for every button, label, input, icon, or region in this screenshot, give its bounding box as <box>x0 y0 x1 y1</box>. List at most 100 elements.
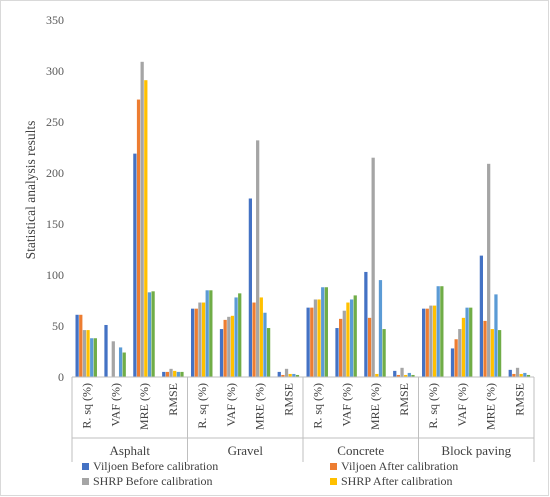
bar-series-6-1-0 <box>209 290 213 377</box>
bar-series-3-3-2 <box>487 163 491 377</box>
category-labels: R. sq (%) VAF (%) MRE (%) RMSE R. sq (%) VAF … <box>79 383 526 430</box>
group-label: Concrete <box>337 443 384 458</box>
bar-series-1-1-2 <box>248 198 252 377</box>
axes <box>71 376 535 462</box>
group-labels: Asphalt Gravel Concrete Block paving <box>110 443 512 458</box>
category-label: MRE (%) <box>137 383 151 430</box>
legend-label: Viljoen Before calibration <box>93 459 218 473</box>
bar-series-1-0-0 <box>75 314 79 377</box>
bar-series-5-0-1 <box>118 347 123 377</box>
category-label: MRE (%) <box>484 383 498 430</box>
category-label: MRE (%) <box>368 383 382 430</box>
category-label: RMSE <box>166 383 180 416</box>
bar-series-6-0-2 <box>151 291 155 377</box>
bar-series-3-1-1 <box>227 316 231 377</box>
bar-series-4-3-3 <box>519 373 523 377</box>
bar-series-5-2-1 <box>349 299 354 377</box>
bars <box>75 61 531 378</box>
bar-series-5-0-0 <box>90 338 94 377</box>
bar-series-6-3-2 <box>497 330 502 377</box>
bar-series-2-2-2 <box>367 317 372 377</box>
bar-series-1-1-1 <box>219 329 224 377</box>
bar-series-2-1-0 <box>194 308 198 377</box>
bar-series-3-3-1 <box>458 329 462 377</box>
legend: Viljoen Before calibration Viljoen After … <box>82 459 458 488</box>
y-tick-label: 150 <box>46 217 64 231</box>
bar-series-2-1-2 <box>252 302 256 377</box>
bar-series-1-3-1 <box>450 348 455 377</box>
bar-series-6-0-1 <box>122 352 126 377</box>
bar-series-6-2-2 <box>382 329 386 377</box>
category-label: RMSE <box>513 383 527 416</box>
bar-series-1-3-3 <box>508 369 512 377</box>
y-tick-label: 50 <box>52 319 64 333</box>
bar-series-2-2-0 <box>310 307 314 377</box>
bar-series-1-2-0 <box>306 307 310 377</box>
bar-series-5-2-2 <box>378 280 383 377</box>
bar-series-2-0-0 <box>79 314 83 377</box>
bar-series-1-2-2 <box>364 271 368 377</box>
bar-series-6-1-3 <box>295 374 300 377</box>
bar-series-5-0-3 <box>176 371 180 377</box>
bar-series-1-3-0 <box>422 308 426 377</box>
bar-series-3-0-1 <box>111 341 115 377</box>
legend-label: Viljoen After calibration <box>341 459 458 473</box>
legend-swatch <box>82 478 89 485</box>
y-axis-title: Statistical analysis results <box>23 121 38 260</box>
bar-series-3-0-3 <box>169 368 173 377</box>
bar-series-5-1-1 <box>234 297 238 377</box>
bar-series-5-2-3 <box>407 372 411 377</box>
bar-series-4-0-3 <box>173 370 177 377</box>
bar-series-5-2-0 <box>321 287 325 377</box>
bar-series-6-0-0 <box>93 338 97 377</box>
category-label: VAF (%) <box>339 383 353 426</box>
bar-series-3-1-0 <box>198 302 202 377</box>
bar-series-4-1-3 <box>288 373 292 377</box>
category-label: VAF (%) <box>224 383 238 426</box>
bar-series-4-1-0 <box>201 302 206 377</box>
bar-series-4-2-0 <box>317 299 321 377</box>
category-label: RMSE <box>282 383 296 416</box>
legend-label: SHRP After calibration <box>341 474 453 488</box>
category-label: R. sq (%) <box>426 383 440 429</box>
bar-series-1-3-2 <box>479 255 483 377</box>
bar-series-3-2-0 <box>313 299 318 377</box>
group-label: Gravel <box>228 443 264 458</box>
bar-series-4-3-1 <box>461 317 466 377</box>
y-tick-label: 100 <box>46 268 64 282</box>
bar-series-5-0-2 <box>147 292 152 377</box>
bar-series-5-3-1 <box>465 307 469 377</box>
legend-swatch <box>330 478 337 485</box>
bar-series-4-3-0 <box>432 305 437 377</box>
bar-series-6-1-1 <box>238 293 242 377</box>
y-tick-label: 350 <box>46 13 64 27</box>
bar-series-2-2-1 <box>339 318 343 377</box>
y-tick-label: 0 <box>58 370 64 384</box>
bar-series-2-3-2 <box>483 320 487 377</box>
bar-series-2-1-1 <box>223 319 227 377</box>
bar-series-1-2-3 <box>393 370 397 377</box>
bar-series-3-3-0 <box>429 305 433 377</box>
y-tick-label: 250 <box>46 115 64 129</box>
bar-series-1-1-0 <box>191 308 195 377</box>
bar-series-1-0-3 <box>162 371 166 377</box>
bar-series-4-2-3 <box>404 374 408 377</box>
bar-series-3-1-2 <box>256 140 260 377</box>
bar-series-6-0-3 <box>180 371 184 377</box>
group-label: Asphalt <box>110 443 151 458</box>
bar-series-3-0-2 <box>140 61 144 377</box>
legend-swatch <box>330 463 337 470</box>
bar-series-3-3-3 <box>515 367 520 377</box>
bar-series-2-3-1 <box>454 339 458 377</box>
category-label: VAF (%) <box>455 383 469 426</box>
category-label: R. sq (%) <box>195 383 209 429</box>
bar-series-4-0-2 <box>144 80 148 378</box>
bar-series-5-1-2 <box>263 312 267 377</box>
bar-series-3-0-0 <box>82 330 87 377</box>
y-axis-ticks: 0 50 100 150 200 250 300 350 <box>46 13 64 384</box>
bar-series-2-2-3 <box>396 374 401 377</box>
group-label: Block paving <box>441 443 511 458</box>
bar-series-3-1-3 <box>284 368 289 377</box>
bar-series-6-3-1 <box>469 307 473 377</box>
